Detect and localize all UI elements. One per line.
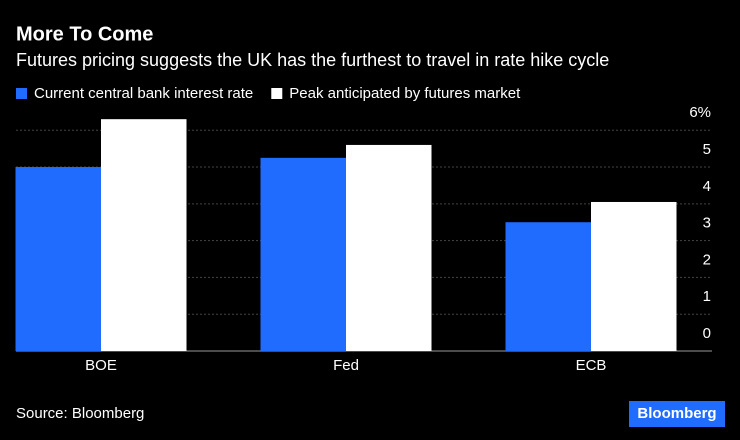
bar [101, 119, 187, 351]
legend-swatch [271, 88, 283, 99]
x-tick-label: Fed [333, 357, 359, 374]
logo: Bloomberg [637, 405, 716, 422]
chart-subtitle: Futures pricing suggests the UK has the … [16, 50, 609, 70]
bar [260, 157, 346, 351]
x-tick-label: ECB [576, 357, 607, 374]
legend-label: Peak anticipated by futures market [289, 85, 521, 102]
legend-swatch [16, 88, 27, 99]
legend-label: Current central bank interest rate [34, 85, 253, 102]
bar [505, 222, 591, 351]
source: Source: Bloomberg [16, 405, 144, 422]
bar [591, 201, 677, 351]
y-tick-label: 5 [703, 141, 711, 158]
y-tick-label: 1 [703, 288, 711, 305]
x-tick-label: BOE [85, 357, 117, 374]
y-tick-label: 2 [703, 251, 711, 268]
logo-box [629, 401, 725, 427]
bar [346, 144, 432, 351]
bar [15, 167, 101, 351]
y-tick-label: 4 [703, 178, 711, 195]
y-tick-label: 6% [689, 104, 711, 121]
y-tick-label: 0 [703, 325, 711, 342]
chart-title: More To Come [16, 23, 153, 45]
y-tick-label: 3 [703, 215, 711, 232]
